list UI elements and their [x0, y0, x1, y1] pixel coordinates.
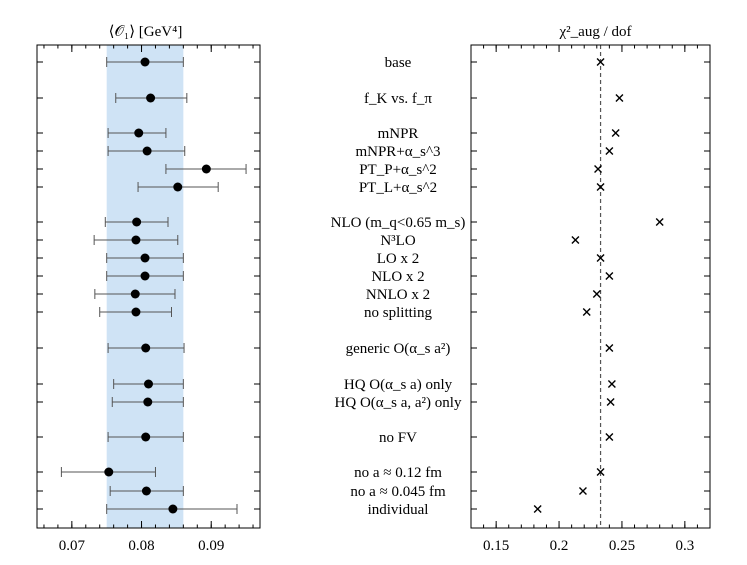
- data-point: [131, 307, 141, 317]
- data-point: [607, 380, 616, 388]
- cross-stroke: [571, 236, 580, 244]
- cross-stroke: [596, 468, 605, 476]
- row-label: base: [385, 55, 412, 71]
- row-label: f_K vs. f_π: [364, 91, 432, 107]
- data-point: [582, 308, 591, 316]
- row-label: no FV: [379, 430, 417, 446]
- data-point: [596, 183, 605, 191]
- data-point: [592, 290, 601, 298]
- data-point: [578, 487, 587, 495]
- cross-stroke: [607, 380, 616, 388]
- data-point: [168, 504, 178, 514]
- row-label: NLO (m_q<0.65 m_s): [331, 215, 466, 231]
- x-tick-label: 0.09: [198, 538, 224, 554]
- data-point: [606, 398, 615, 406]
- data-point: [140, 253, 150, 263]
- row-label: no splitting: [364, 305, 432, 321]
- row-labels: base f_K vs. f_π mNPR mNPR+α_s^3 PT_P+α_s^2 P…: [331, 55, 466, 518]
- cross-stroke: [582, 308, 591, 316]
- cross-stroke: [655, 218, 664, 226]
- data-point: [132, 217, 142, 227]
- data-point: [605, 433, 614, 441]
- cross-stroke: [605, 344, 614, 352]
- data-point: [130, 289, 140, 299]
- data-point: [594, 165, 603, 173]
- data-point: [596, 58, 605, 66]
- row-label: NLO x 2: [371, 269, 424, 285]
- data-point: [146, 93, 156, 103]
- data-point: [140, 271, 150, 281]
- cross-stroke: [592, 290, 601, 298]
- row-label: N³LO: [380, 233, 415, 249]
- row-label: PT_L+α_s^2: [359, 180, 437, 196]
- cross-stroke: [606, 398, 615, 406]
- data-point: [605, 344, 614, 352]
- data-point: [571, 236, 580, 244]
- data-point: [173, 182, 183, 192]
- cross-stroke: [615, 94, 624, 102]
- data-point: [104, 467, 114, 477]
- x-tick-label: 0.25: [609, 538, 635, 554]
- data-point: [533, 505, 542, 513]
- row-label: individual: [368, 502, 429, 518]
- x-tick-label: 0.2: [550, 538, 569, 554]
- cross-stroke: [605, 272, 614, 280]
- row-label: PT_P+α_s^2: [359, 162, 437, 178]
- left-title: ⟨𝒪₁⟩ [GeV⁴]: [109, 24, 183, 40]
- data-point: [143, 397, 153, 407]
- data-point: [134, 128, 144, 138]
- cross-stroke: [594, 165, 603, 173]
- data-point: [655, 218, 664, 226]
- row-label: HQ O(α_s a) only: [344, 377, 453, 393]
- left-panel: 0.07 0.08 0.09 ⟨𝒪₁⟩ [GeV⁴]: [36, 24, 261, 554]
- data-point: [605, 147, 614, 155]
- row-label: mNPR+α_s^3: [355, 144, 440, 160]
- cross-stroke: [596, 58, 605, 66]
- data-point: [141, 432, 151, 442]
- data-point: [611, 129, 620, 137]
- row-label: no a ≈ 0.12 fm: [354, 465, 442, 481]
- data-point: [201, 164, 211, 174]
- x-tick-label: 0.08: [128, 538, 154, 554]
- data-point: [144, 379, 153, 389]
- data-point: [615, 94, 624, 102]
- data-point: [142, 146, 152, 156]
- cross-stroke: [578, 487, 587, 495]
- cross-stroke: [596, 183, 605, 191]
- data-point: [141, 486, 151, 496]
- x-tick-label: 0.3: [675, 538, 694, 554]
- data-point: [596, 254, 605, 262]
- x-tick-label: 0.15: [483, 538, 509, 554]
- row-label: no a ≈ 0.045 fm: [350, 484, 446, 500]
- right-frame: [470, 44, 711, 529]
- x-tick-label: 0.07: [59, 538, 86, 554]
- cross-stroke: [533, 505, 542, 513]
- data-point: [596, 468, 605, 476]
- data-point: [605, 272, 614, 280]
- right-panel: 0.15 0.2 0.25 0.3 χ²_aug / dof: [470, 24, 711, 554]
- row-label: NNLO x 2: [366, 287, 430, 303]
- row-label: HQ O(α_s a, a²) only: [335, 395, 462, 411]
- data-point: [140, 57, 150, 67]
- row-label: mNPR: [378, 126, 419, 142]
- row-label: generic O(α_s a²): [346, 341, 451, 357]
- cross-stroke: [611, 129, 620, 137]
- cross-stroke: [605, 433, 614, 441]
- data-point: [131, 235, 141, 245]
- row-label: LO x 2: [377, 251, 420, 267]
- uncertainty-band: [106, 45, 184, 528]
- right-title: χ²_aug / dof: [559, 24, 632, 40]
- left-frame: [36, 44, 261, 529]
- cross-stroke: [605, 147, 614, 155]
- cross-stroke: [596, 254, 605, 262]
- data-point: [141, 343, 151, 353]
